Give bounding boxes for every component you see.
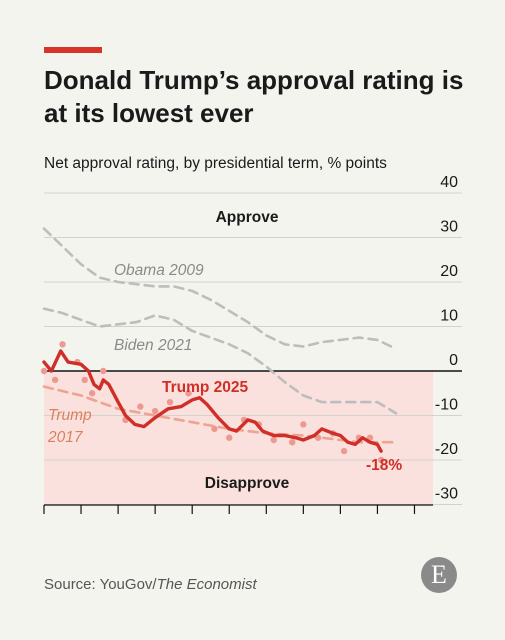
y-tick-label: 20 bbox=[440, 263, 458, 280]
y-tick-label: -20 bbox=[435, 441, 458, 458]
biden-2021-line bbox=[42, 307, 398, 415]
trump-2025-point bbox=[51, 376, 59, 384]
trump-2025-point bbox=[377, 456, 385, 464]
trump-2025-point bbox=[314, 434, 322, 441]
trump-2025-point bbox=[300, 421, 307, 428]
trump-2025-label: Trump 2025 bbox=[162, 379, 249, 396]
trump-2025-line bbox=[42, 349, 383, 453]
trump-2025-point bbox=[81, 376, 88, 384]
economist-logo: E bbox=[421, 557, 457, 593]
y-tick-label: 10 bbox=[440, 308, 458, 325]
trump-2017-label-line1: Trump bbox=[48, 407, 92, 424]
trump-2025-point bbox=[226, 434, 233, 441]
trump-2025-point bbox=[100, 367, 107, 375]
trump-2025-point bbox=[151, 407, 159, 415]
trump-2025-point bbox=[270, 436, 277, 444]
trump-2025-point bbox=[88, 390, 96, 397]
chart-subtitle: Net approval rating, by presidential ter… bbox=[44, 155, 387, 172]
trump-2017-line bbox=[42, 385, 398, 444]
trump-2025-point bbox=[211, 425, 218, 433]
biden-2021-label: Biden 2021 bbox=[114, 337, 192, 354]
obama-2009-line bbox=[42, 227, 398, 351]
plot-area: 403020100-10-20-30FMAMJJASONApproveDisap… bbox=[40, 174, 462, 514]
obama-2009-label: Obama 2009 bbox=[114, 262, 204, 279]
trump-2025-point bbox=[340, 447, 348, 455]
trump-2025-point bbox=[40, 367, 48, 375]
y-tick-label: -30 bbox=[435, 486, 458, 503]
end-value-label: -18% bbox=[366, 457, 402, 474]
disapprove-label: Disapprove bbox=[205, 475, 290, 492]
accent-bar bbox=[44, 47, 102, 53]
approve-label: Approve bbox=[216, 209, 279, 226]
y-tick-label: -10 bbox=[435, 397, 458, 414]
trump-2025-point bbox=[185, 390, 192, 397]
source-publication: The Economist bbox=[156, 576, 257, 593]
y-tick-label: 30 bbox=[440, 219, 458, 236]
y-tick-label: 0 bbox=[449, 352, 458, 369]
trump-2025-point bbox=[137, 403, 144, 410]
trump-2025-point bbox=[59, 341, 66, 348]
trump-2025-point bbox=[166, 398, 174, 406]
approval-chart: 403020100-10-20-30FMAMJJASONApproveDisap… bbox=[40, 174, 462, 514]
source-note: Source: YouGov/The Economist bbox=[44, 576, 257, 593]
trump-2017-label-line2: 2017 bbox=[47, 429, 84, 446]
chart-title: Donald Trump’s approval rating is at its… bbox=[44, 65, 464, 128]
y-tick-label: 40 bbox=[440, 174, 458, 191]
source-prefix: Source: YouGov/ bbox=[44, 576, 157, 593]
trump-2025-point bbox=[289, 439, 296, 446]
